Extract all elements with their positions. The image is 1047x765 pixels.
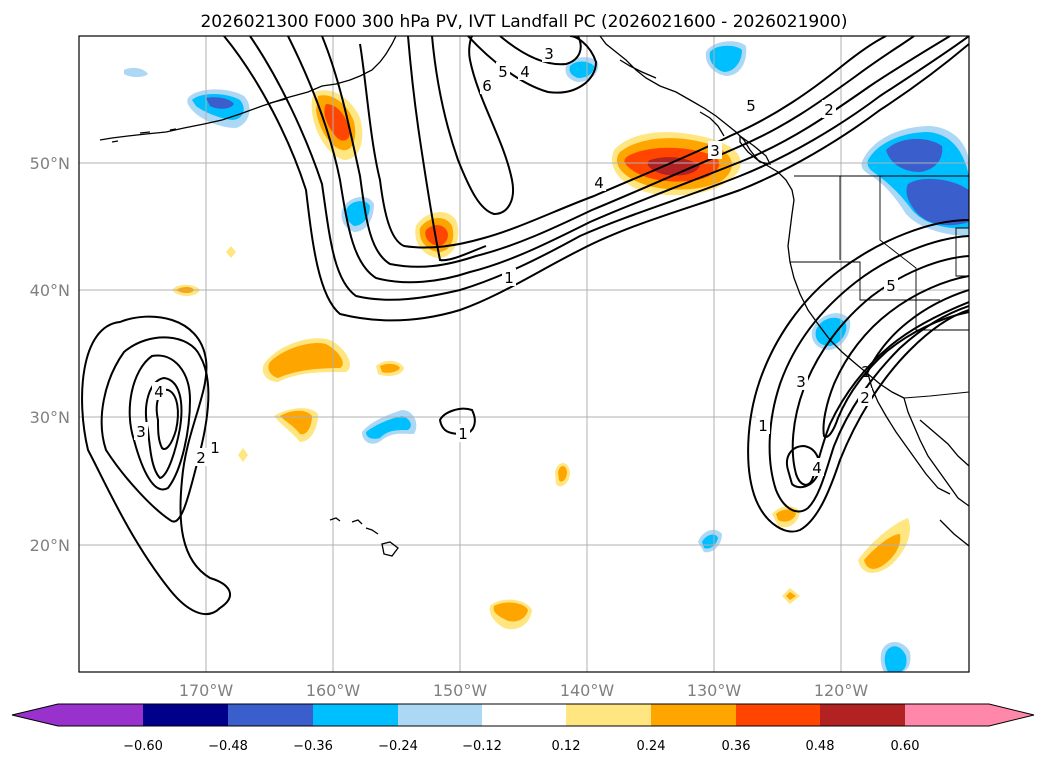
contour-label: 4 [520,63,530,81]
pv-anomaly-negative [709,45,742,72]
colorbar-segment [228,704,313,726]
colorbar-tick: 0.36 [722,739,751,754]
lon-label: 160°W [306,681,361,700]
contour-label: 4 [812,459,822,477]
pv-anomaly-positive [425,225,448,246]
contour-label: 2 [196,449,206,467]
lon-label: 130°W [687,681,742,700]
pv-anomaly-positive [493,602,528,622]
contour-label: 2 [860,389,870,407]
contour-label: 1 [458,425,468,443]
colorbar-tick: −0.24 [378,739,418,754]
colorbar-tick: 0.24 [637,739,666,754]
contour-label: 5 [886,277,896,295]
contour-label: 2 [861,363,871,381]
map-background [79,36,969,672]
colorbar-segment [313,704,398,726]
colorbar-segment [566,704,651,726]
colorbar-segment [482,704,566,726]
colorbar-extend-low [12,704,58,726]
political-borders [790,175,969,399]
latitude-labels: 50°N 40°N 30°N 20°N [30,154,70,555]
colorbar-segment [143,704,228,726]
lat-label: 30°N [30,408,70,427]
pv-anomaly-positive [776,509,796,522]
pv-anomaly-positive [324,104,350,141]
contour-label: 3 [710,142,720,160]
colorbar-segment [905,704,989,726]
pv-anomaly-positive [864,534,901,569]
colorbar-tick: −0.36 [293,739,333,754]
pv-anomaly-negative [884,646,907,672]
pv-anomaly-positive [380,363,400,373]
pv-anomaly-positive [558,466,567,482]
map-frame [78,35,970,673]
lon-label: 150°W [433,681,488,700]
colorbar-segment [58,704,143,726]
colorbar-tick: 0.12 [552,739,581,754]
lon-label: 170°W [179,681,234,700]
contour-label: 5 [498,63,508,81]
pv-anomaly-negative [366,416,411,439]
contour-label: 3 [796,373,806,391]
colorbar-extend-high [989,704,1034,726]
contour-label: 4 [154,383,164,401]
lat-label: 50°N [30,154,70,173]
pv-anomaly-negative [815,317,847,346]
contour-label: 1 [758,417,768,435]
contour-label: 3 [544,45,554,63]
pv-anomaly-negative [569,61,594,78]
colorbar: −0.60 −0.48 −0.36 −0.24 −0.12 0.12 0.24 … [11,703,1035,754]
colorbar-tick: −0.12 [462,739,502,754]
lat-label: 20°N [30,536,70,555]
figure-title: 2026021300 F000 300 hPa PV, IVT Landfall… [200,12,847,32]
lat-label: 40°N [30,281,70,300]
pv-anomaly-positive [647,157,700,176]
contour-label: 6 [482,77,492,95]
colorbar-segment [398,704,482,726]
colorbar-tick: 0.60 [891,739,920,754]
contour-labels: 1 2 3 4 5 6 1 2 3 4 1 2 3 4 [134,44,898,477]
pv-anomaly-positive [786,592,796,600]
colorbar-tick: −0.48 [208,739,248,754]
ivt-contours [81,36,969,615]
colorbar-tick: −0.60 [123,739,163,754]
contour-label: 5 [746,97,756,115]
contour-label: 3 [136,423,146,441]
pv-anomaly-positive [226,246,236,258]
colorbar-ticks: −0.60 −0.48 −0.36 −0.24 −0.12 0.12 0.24 … [123,739,919,754]
pv-anomaly-negative [906,178,969,226]
contour-label: 1 [504,269,514,287]
longitude-labels: 170°W 160°W 150°W 140°W 130°W 120°W [179,681,869,700]
colorbar-segment [736,704,820,726]
lon-label: 140°W [560,681,615,700]
pv-anomaly-positive [238,448,248,462]
colorbar-segment [820,704,905,726]
contour-label: 1 [210,439,220,457]
colorbar-tick: 0.48 [806,739,835,754]
contour-label: 4 [594,174,604,192]
pv-anomaly-negative [124,67,148,77]
pv-anomaly-positive [268,342,343,378]
contour-label: 2 [824,101,834,119]
pv-anomaly-negative [206,97,234,109]
pv-anomaly-negative [886,138,943,172]
lon-label: 120°W [814,681,869,700]
colorbar-segment [651,704,736,726]
map-panel: 1 2 3 4 5 6 1 2 3 4 1 2 3 4 [30,35,970,700]
colorbar-outline [11,703,1035,727]
